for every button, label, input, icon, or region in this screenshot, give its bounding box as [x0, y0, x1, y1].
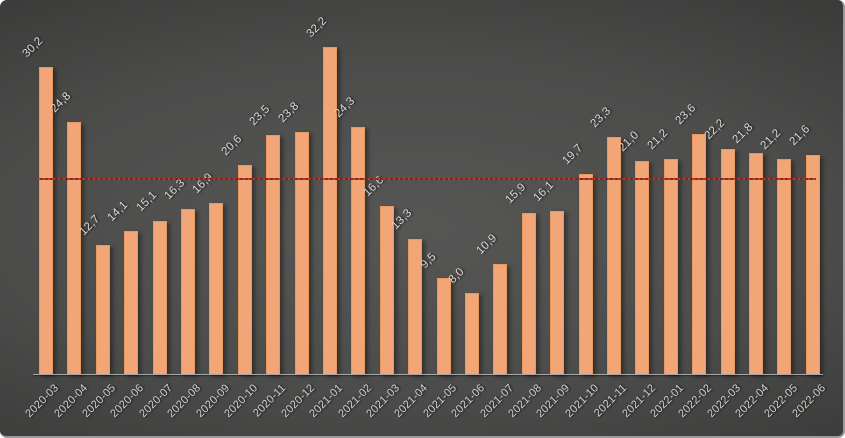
bar-2020-08[interactable] — [181, 209, 195, 375]
bar-2021-08[interactable] — [521, 213, 536, 375]
bar-value-label: 15,9 — [503, 181, 529, 206]
bar-2021-10[interactable] — [578, 174, 593, 375]
average-line — [38, 178, 816, 180]
bar-value-label: 16,9 — [190, 171, 216, 196]
bar-2021-07[interactable] — [493, 264, 508, 375]
bar-value-label: 23,3 — [588, 105, 614, 130]
bar-value-label: 23,6 — [673, 102, 699, 127]
bar-value-label: 16,3 — [162, 177, 188, 202]
bar-value-label: 32,2 — [304, 15, 330, 41]
bar-value-label: 20,6 — [219, 133, 245, 158]
bar-2020-04[interactable] — [67, 122, 82, 375]
bar-2021-11[interactable] — [607, 137, 621, 375]
bar-2020-03[interactable] — [39, 67, 53, 375]
bar-2021-06[interactable] — [465, 293, 479, 375]
bar-2020-06[interactable] — [124, 231, 139, 375]
bar-2020-12[interactable] — [294, 132, 309, 375]
bar-value-label: 14,1 — [105, 199, 131, 224]
bar-2021-12[interactable] — [635, 161, 650, 375]
x-axis-line — [33, 374, 823, 375]
bar-value-label: 21,0 — [616, 129, 642, 154]
bar-value-label: 19,7 — [560, 142, 585, 167]
bar-2021-03[interactable] — [379, 206, 394, 375]
bar-value-label: 21,2 — [645, 127, 671, 152]
bar-2020-11[interactable] — [266, 135, 281, 375]
bar-2022-05[interactable] — [777, 159, 792, 375]
bar-2020-05[interactable] — [95, 245, 110, 375]
bar-2022-03[interactable] — [720, 149, 735, 375]
bar-value-label: 16,1 — [531, 179, 557, 204]
bar-value-label: 21,8 — [730, 121, 756, 146]
bar-value-label: 21,2 — [758, 127, 784, 152]
bar-value-label: 21,6 — [787, 123, 813, 148]
bar-2022-04[interactable] — [749, 153, 763, 375]
bar-2020-09[interactable] — [209, 203, 224, 375]
bar-2022-01[interactable] — [663, 159, 678, 375]
bar-2020-10[interactable] — [237, 165, 252, 375]
bar-2021-01[interactable] — [323, 47, 337, 375]
bar-value-label: 30,2 — [20, 35, 46, 60]
bar-value-label: 10,9 — [474, 232, 500, 257]
bar-2021-09[interactable] — [550, 211, 565, 375]
bar-2022-02[interactable] — [692, 134, 707, 375]
bar-2022-06[interactable] — [805, 155, 820, 375]
bar-value-label: 23,5 — [247, 103, 273, 128]
bar-2021-05[interactable] — [436, 278, 451, 375]
bar-value-label: 23,8 — [276, 100, 301, 125]
bar-2021-02[interactable] — [351, 127, 366, 375]
bar-2020-07[interactable] — [152, 221, 167, 375]
bar-value-label: 15,1 — [134, 189, 159, 214]
